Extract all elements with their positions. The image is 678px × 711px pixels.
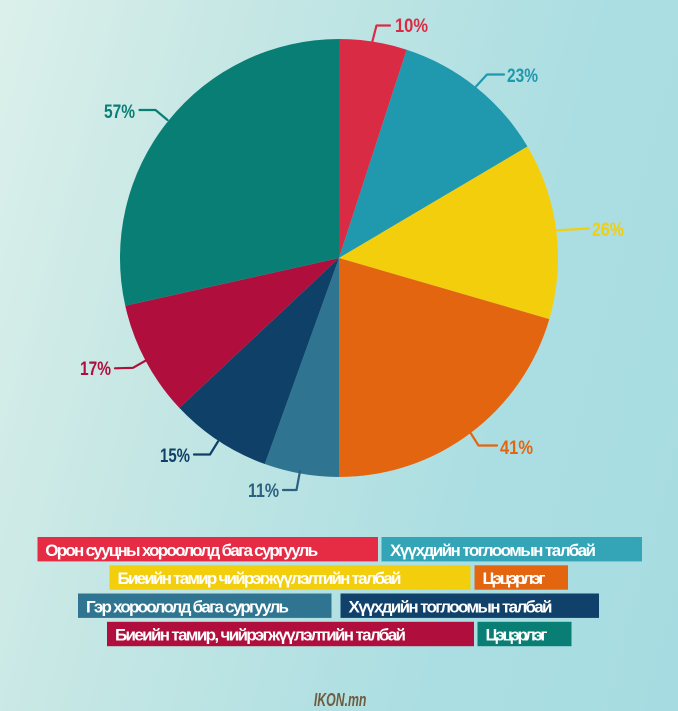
svg-text:26%: 26% [592, 220, 624, 241]
svg-text:10%: 10% [395, 16, 428, 37]
svg-text:41%: 41% [500, 438, 533, 459]
svg-text:Цэцэрлэг: Цэцэрлэг [486, 626, 548, 645]
svg-text:17%: 17% [80, 359, 111, 380]
svg-text:11%: 11% [248, 481, 279, 502]
svg-text:Хүүхдийн тоглоомын талбай: Хүүхдийн тоглоомын талбай [349, 597, 553, 616]
svg-text:Биеийн тамир, чийрэгжүүлэлтийн: Биеийн тамир, чийрэгжүүлэлтийн талбай [115, 626, 406, 645]
svg-text:Биеийн тамир чийрэгжүүлэлтийн: Биеийн тамир чийрэгжүүлэлтийн талбай [118, 569, 402, 588]
svg-text:57%: 57% [104, 102, 135, 123]
svg-text:Цэцэрлэг: Цэцэрлэг [483, 569, 546, 588]
svg-text:23%: 23% [507, 66, 538, 87]
svg-text:15%: 15% [160, 446, 190, 467]
svg-text:Орон сууцны хороололд бага сур: Орон сууцны хороололд бага сургууль [45, 541, 318, 560]
svg-text:Хүүхдийн тоглоомын талбай: Хүүхдийн тоглоомын талбай [390, 541, 596, 560]
svg-text:Гэр хороололд бага сургууль: Гэр хороололд бага сургууль [86, 597, 289, 616]
svg-text:IKON.mn: IKON.mn [314, 690, 367, 710]
